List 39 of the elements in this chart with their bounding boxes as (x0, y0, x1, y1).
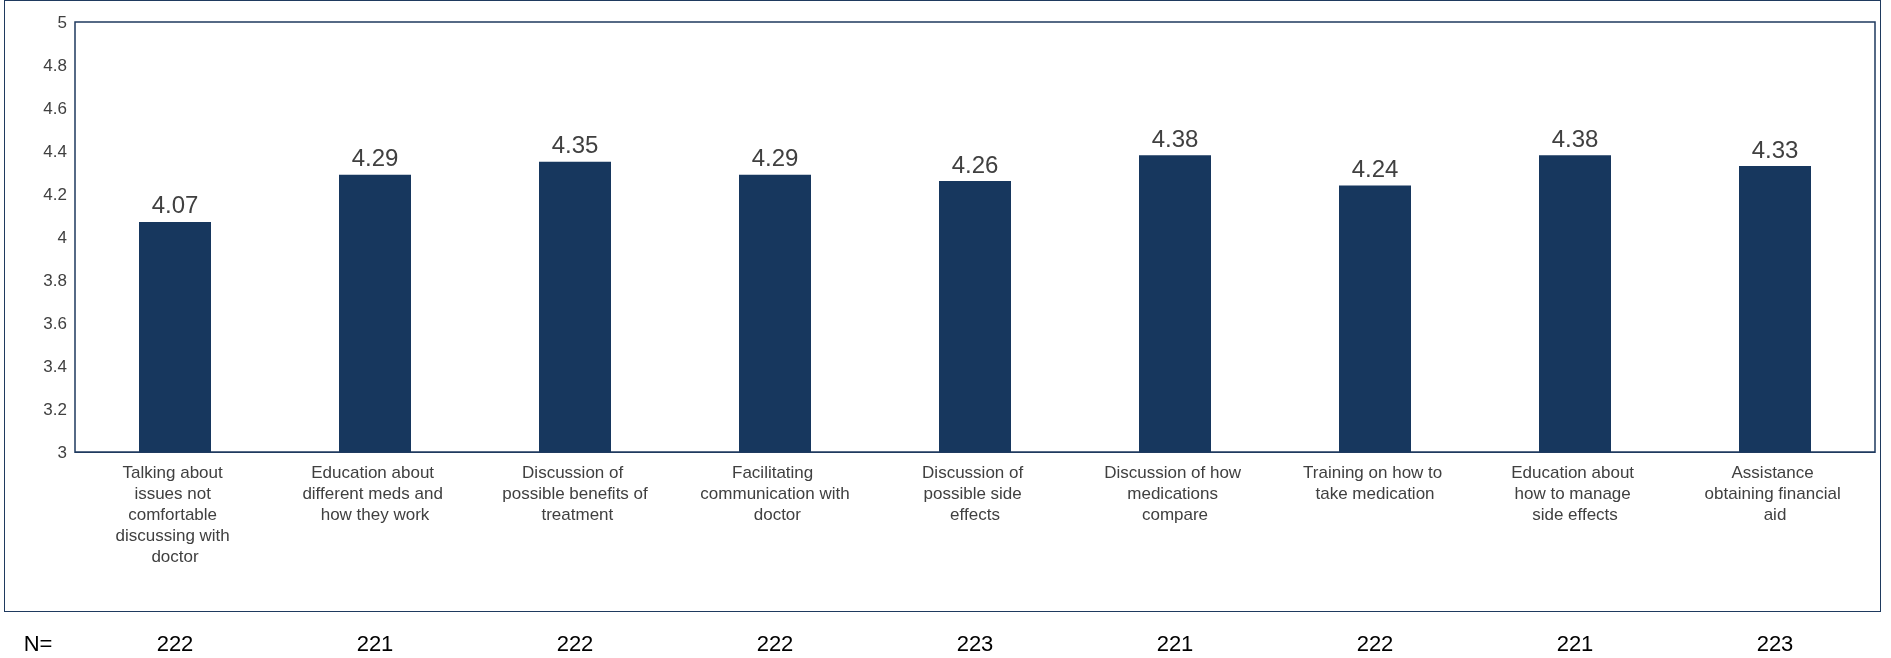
y-tick-label: 3.8 (43, 270, 67, 290)
y-tick-label: 4 (57, 227, 67, 247)
y-tick-label: 3 (57, 442, 67, 462)
y-tick-label: 4.6 (43, 98, 67, 118)
text: 222 (156, 630, 194, 656)
x-tick-label: Facilitating communication with doctor (700, 463, 850, 524)
x-tick-label: Training on how to take medication (1303, 463, 1447, 503)
y-tick-label: 4.8 (43, 55, 67, 75)
data-label: 4.33 (1751, 135, 1799, 163)
x-tick-label: Discussion of possible benefits of treatment (502, 463, 649, 524)
text: 221 (356, 630, 394, 656)
y-tick-label: 3.2 (43, 399, 67, 419)
data-label: 4.29 (751, 144, 799, 172)
text: 223 (1756, 630, 1794, 656)
data-label: 4.38 (1151, 124, 1199, 152)
data-label: 4.38 (1551, 124, 1599, 152)
text: 221 (1156, 630, 1194, 656)
text: 221 (1556, 630, 1594, 656)
x-tick-label: Education about different meds and how they work (302, 463, 448, 524)
y-tick-label: 3.6 (43, 313, 67, 333)
text: 222 (756, 630, 794, 656)
x-tick-label: Education about how to manage side effects (1511, 463, 1639, 524)
y-tick-label: 5 (57, 12, 67, 32)
x-tick-label: Discussion of possible side effects (922, 463, 1028, 524)
data-label: 4.07 (151, 191, 199, 219)
x-tick-label: Talking about issues not comfortable discussing with doctor (115, 463, 235, 566)
x-tick-label: Assistance obtaining financial aid (1704, 463, 1846, 524)
y-tick-label: 4.2 (43, 184, 67, 204)
y-tick-label: 4.4 (43, 141, 67, 161)
text: 222 (1356, 630, 1394, 656)
data-label: 4.29 (351, 144, 399, 172)
text: 223 (956, 630, 994, 656)
text: 222 (556, 630, 594, 656)
y-tick-label: 3.4 (43, 356, 67, 376)
text: N= (23, 630, 53, 656)
data-label: 4.24 (1351, 154, 1399, 182)
data-label: 4.35 (551, 131, 599, 159)
x-tick-label: Discussion of how medications compare (1104, 463, 1246, 524)
data-label: 4.26 (951, 150, 999, 178)
